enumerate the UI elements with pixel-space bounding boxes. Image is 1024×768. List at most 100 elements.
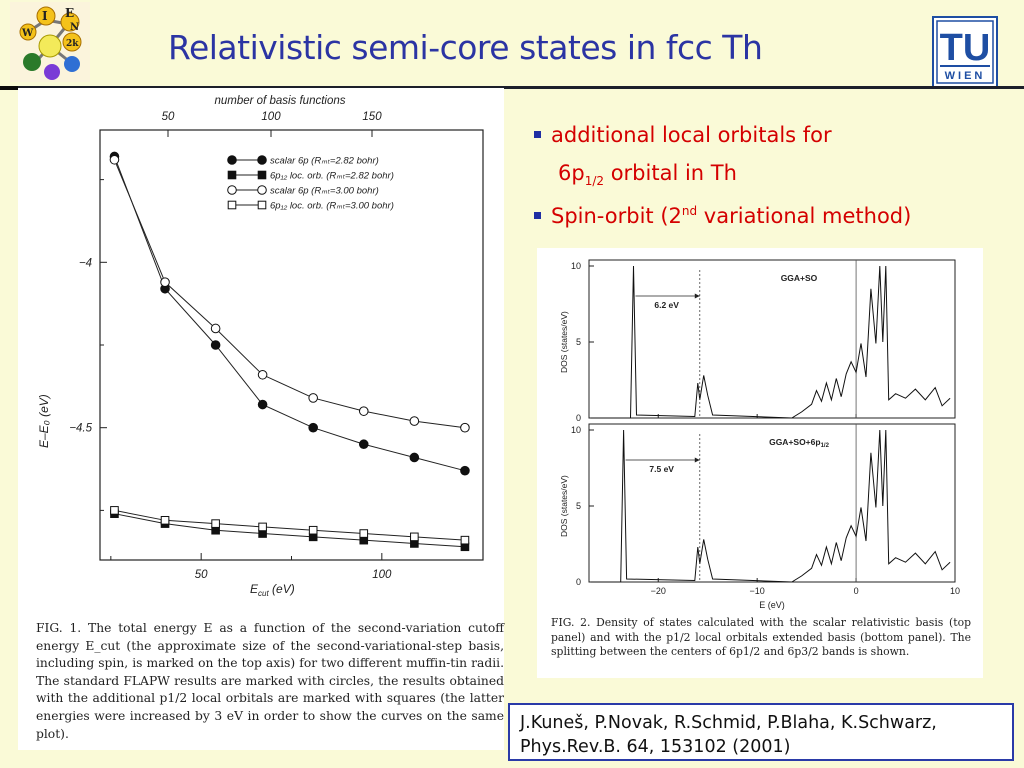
figure-2-caption: FIG. 2. Density of states calculated wit… [551, 616, 971, 658]
data-point [210, 323, 221, 334]
figure-1-caption: FIG. 1. The total energy E as a function… [36, 621, 504, 741]
y-tick-label: −4 [79, 257, 92, 269]
data-point [211, 519, 220, 528]
data-point [227, 155, 237, 165]
tu-wien-logo: TU WIEN [932, 16, 998, 88]
figure-1-chart: number of basis functions 50 100 50 100 150 −… [37, 95, 484, 598]
bullet-marker [534, 131, 541, 138]
dos-curve [591, 265, 951, 419]
wien2k-logo: I E N W 2k [10, 2, 90, 82]
split-label: 7.5 eV [649, 464, 674, 474]
data-point [460, 535, 470, 545]
tu-logo-subtext: WIEN [945, 70, 986, 82]
title-divider [0, 86, 1024, 89]
data-point [359, 529, 369, 538]
reference-box: J.Kuneš, P.Novak, R.Schmid, P.Blaha, K.S… [508, 703, 1014, 761]
x-tick-label: 0 [854, 586, 859, 596]
axis-ticks: 50 100 50 100 150 −4 −4.5 [69, 111, 392, 581]
top-tick-label: 150 [362, 111, 382, 123]
data-point [227, 185, 237, 195]
bullet-continuation: 6p1/2 orbital in Th [558, 161, 737, 189]
bullet-marker [534, 212, 541, 219]
data-point [410, 532, 419, 542]
reference-journal: Phys.Rev.B. 64, 153102 (2001) [520, 737, 791, 757]
figure-1-panel: number of basis functions 50 100 50 100 150 −… [18, 88, 504, 750]
series-line [114, 513, 465, 548]
x-tick-label: −20 [651, 586, 666, 596]
data-point [227, 200, 237, 210]
wien2k-letter-2k: 2k [66, 39, 79, 49]
data-point [308, 525, 318, 535]
split-label: 6.2 eV [654, 300, 679, 310]
wien2k-letter-n: N [70, 22, 79, 33]
reference-authors: J.Kuneš, P.Novak, R.Schmid, P.Blaha, K.S… [520, 713, 937, 733]
top-tick-label: 50 [162, 111, 175, 123]
data-point [358, 439, 369, 450]
y-tick-label: 5 [576, 337, 581, 347]
y-tick-label: 0 [576, 577, 581, 587]
legend-label: 6p₁₂ loc. orb. (Rₘₜ=2.82 bohr) [270, 171, 394, 182]
panel-label: GGA+SO+6p1/2 [769, 437, 830, 449]
series-line [114, 509, 465, 541]
series-line [113, 156, 466, 472]
data-point [460, 422, 470, 433]
data-point [258, 522, 267, 532]
legend-label: scalar 6p (Rₘₜ=2.82 bohr) [270, 156, 379, 167]
panel-label: GGA+SO [781, 273, 818, 283]
y-axis-label: E–E₀ (eV) [37, 394, 51, 448]
y-tick-label: −4.5 [69, 423, 92, 435]
x-axis-label: E (eV) [759, 600, 785, 610]
data-point [160, 516, 170, 525]
bullet-item: additional local orbitals for [534, 120, 911, 158]
x-tick-label: 10 [950, 586, 960, 596]
bullet-item: Spin-orbit (2nd variational method) [534, 196, 911, 234]
x-tick-label: 100 [372, 569, 392, 581]
wien2k-letter-e: E [65, 6, 74, 20]
legend-label: 6p₁₂ loc. orb. (Rₘₜ=3.00 bohr) [270, 201, 394, 212]
tu-logo-text: TU [940, 27, 991, 69]
wien2k-letter-w: W [21, 28, 34, 39]
slide-title: Relativistic semi-core states in fcc Th [168, 28, 763, 67]
data-point [257, 399, 268, 410]
y-tick-label: 0 [576, 413, 581, 423]
dos-panel-frame [588, 259, 956, 419]
data-point [160, 277, 170, 287]
data-point [257, 185, 267, 195]
x-tick-label: −10 [750, 586, 765, 596]
legend-label: scalar 6p (Rₘₜ=3.00 bohr) [270, 186, 379, 197]
series-group [109, 151, 470, 552]
figure-2-panel: 0 5 10 DOS (states/eV) 6.2 eV GGA+SO 0 5 10 DOS (… [537, 248, 983, 678]
y-tick-label: 10 [571, 261, 581, 271]
legend: scalar 6p (Rₘₜ=2.82 bohr) 6p₁₂ loc. orb. … [227, 155, 394, 212]
data-point [257, 200, 267, 210]
data-point [110, 506, 119, 515]
top-tick-label: 100 [261, 111, 281, 123]
data-point [257, 369, 268, 380]
data-point [409, 416, 420, 426]
y-axis-label: DOS (states/eV) [559, 311, 569, 373]
dos-curve [591, 429, 951, 583]
y-tick-label: 10 [571, 425, 581, 435]
y-tick-label: 5 [576, 501, 581, 511]
wien2k-letter-i: I [42, 9, 48, 23]
x-axis-label: Ecut (eV) [250, 582, 295, 598]
data-point [109, 154, 120, 165]
y-axis-label: DOS (states/eV) [559, 475, 569, 537]
x-tick-label: 50 [195, 569, 208, 581]
data-point [409, 452, 420, 463]
title-divider-accent [0, 86, 18, 90]
split-arrowhead [694, 457, 700, 463]
data-point [227, 170, 237, 180]
figure-2-chart: 0 5 10 DOS (states/eV) 6.2 eV GGA+SO 0 5 10 DOS (… [559, 259, 960, 610]
data-point [308, 393, 318, 403]
top-axis-label: number of basis functions [214, 95, 345, 107]
data-point [210, 340, 221, 350]
series-line [113, 159, 465, 429]
data-point [257, 155, 267, 165]
split-arrowhead [694, 293, 700, 299]
data-point [358, 406, 369, 416]
data-point [257, 170, 267, 180]
data-point [460, 465, 470, 476]
data-point [308, 422, 318, 433]
dos-panel-frame [588, 423, 956, 583]
